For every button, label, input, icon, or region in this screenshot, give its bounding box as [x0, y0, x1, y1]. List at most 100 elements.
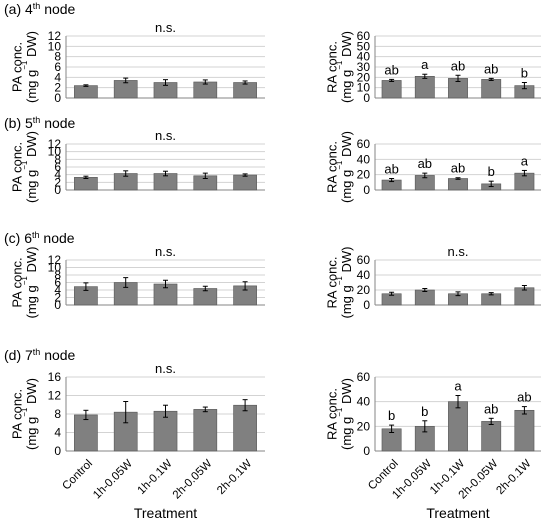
significance-label: n.s. [155, 20, 176, 35]
y-tick-label: 60 [357, 29, 371, 43]
x-tick-label: 2h-0.1W [215, 458, 254, 497]
y-tick-label: 6 [54, 60, 61, 74]
significance-letter: ab [484, 401, 498, 416]
panel-label: (b) 5th node [4, 115, 76, 131]
y-tick-label: 0 [54, 298, 61, 312]
y-tick-label: 16 [48, 370, 62, 384]
panel-label: (a) 4th node [4, 1, 76, 17]
y-axis-label: PA conc. [10, 257, 25, 307]
bar [193, 409, 218, 452]
y-tick-label: 12 [48, 253, 62, 267]
y-tick-label: 10 [48, 39, 62, 53]
bar [233, 82, 257, 99]
bar [481, 293, 502, 306]
bar [233, 174, 257, 191]
y-tick-label: 60 [357, 137, 371, 151]
significance-letter: a [521, 153, 529, 168]
y-tick-label: 4 [54, 426, 61, 440]
y-axis-label: PA conc. [10, 389, 25, 439]
y-tick-label: 20 [357, 283, 371, 297]
y-tick-label: 8 [54, 407, 61, 421]
significance-letter: ab [384, 162, 398, 177]
y-tick-label: 10 [48, 145, 62, 159]
y-tick-label: 2 [54, 81, 61, 95]
significance-letter: ab [451, 161, 465, 176]
y-tick-label: 0 [363, 444, 370, 458]
bar [381, 80, 402, 99]
y-tick-label: 40 [357, 395, 371, 409]
significance-letter: ab [384, 62, 398, 77]
y-tick-label: 20 [357, 168, 371, 182]
y-axis-unit: (mg g−1 DW) [335, 378, 354, 450]
y-axis-unit: (mg g−1 DW) [20, 247, 39, 319]
x-tick-label: Control [60, 458, 95, 493]
y-tick-label: 40 [357, 152, 371, 166]
y-tick-label: 60 [357, 370, 371, 384]
y-tick-label: 8 [54, 152, 61, 166]
bar [481, 421, 502, 452]
significance-label: n.s. [155, 128, 176, 143]
y-axis-unit: (mg g−1 DW) [335, 247, 354, 319]
significance-letter: ab [484, 61, 498, 76]
y-tick-label: 20 [357, 419, 371, 433]
panel-label: (d) 7th node [4, 347, 76, 363]
y-axis-unit: (mg g−1 DW) [20, 31, 39, 103]
y-tick-label: 40 [357, 50, 371, 64]
y-axis-unit: (mg g−1 DW) [335, 31, 354, 103]
significance-label: n.s. [448, 244, 469, 259]
bar [448, 178, 468, 191]
y-axis-unit: (mg g−1 DW) [20, 131, 39, 203]
x-tick-label: 1h-0.1W [135, 458, 174, 497]
y-tick-label: 8 [54, 268, 61, 282]
y-tick-label: 0 [363, 183, 370, 197]
significance-letter: b [488, 164, 495, 179]
y-axis-label: PA conc. [10, 42, 25, 92]
y-tick-label: 20 [357, 70, 371, 84]
y-tick-label: 0 [54, 444, 61, 458]
y-tick-label: 0 [363, 91, 370, 105]
bar [514, 409, 535, 452]
bar [481, 79, 502, 99]
significance-letter: ab [418, 156, 432, 171]
y-tick-label: 10 [48, 261, 62, 275]
y-tick-label: 0 [54, 91, 61, 105]
y-axis-label: RA conc. [325, 141, 340, 193]
y-tick-label: 6 [54, 276, 61, 290]
y-axis-unit: (mg g−1 DW) [20, 378, 39, 450]
x-axis-title: Treatment [134, 505, 197, 521]
bar [414, 76, 435, 99]
x-tick-label: 1h-0.05W [91, 458, 135, 502]
y-tick-label: 12 [48, 137, 62, 151]
y-tick-label: 12 [48, 29, 62, 43]
x-axis-title: Treatment [426, 505, 489, 521]
y-tick-label: 30 [357, 60, 371, 74]
y-tick-label: 4 [54, 168, 61, 182]
y-tick-label: 2 [54, 175, 61, 189]
y-tick-label: 8 [54, 50, 61, 64]
y-tick-label: 40 [357, 268, 371, 282]
significance-letter: ab [517, 390, 531, 405]
y-tick-label: 4 [54, 283, 61, 297]
y-tick-label: 10 [357, 81, 371, 95]
y-axis-label: RA conc. [325, 256, 340, 308]
chart-panel-7: 0 4 8 12 16 n.s. PA conc. (mg g−1 DW) (d) 7th no… [4, 347, 265, 521]
significance-letter: b [421, 404, 428, 419]
y-tick-label: 12 [48, 389, 62, 403]
significance-label: n.s. [155, 361, 176, 376]
y-tick-label: 0 [54, 183, 61, 197]
bar [74, 85, 98, 99]
significance-label: n.s. [155, 244, 176, 259]
significance-letter: a [421, 57, 429, 72]
bar [74, 414, 98, 452]
bar [414, 289, 435, 306]
y-axis-label: PA conc. [10, 142, 25, 192]
y-tick-label: 2 [54, 291, 61, 305]
significance-letter: a [454, 379, 462, 394]
